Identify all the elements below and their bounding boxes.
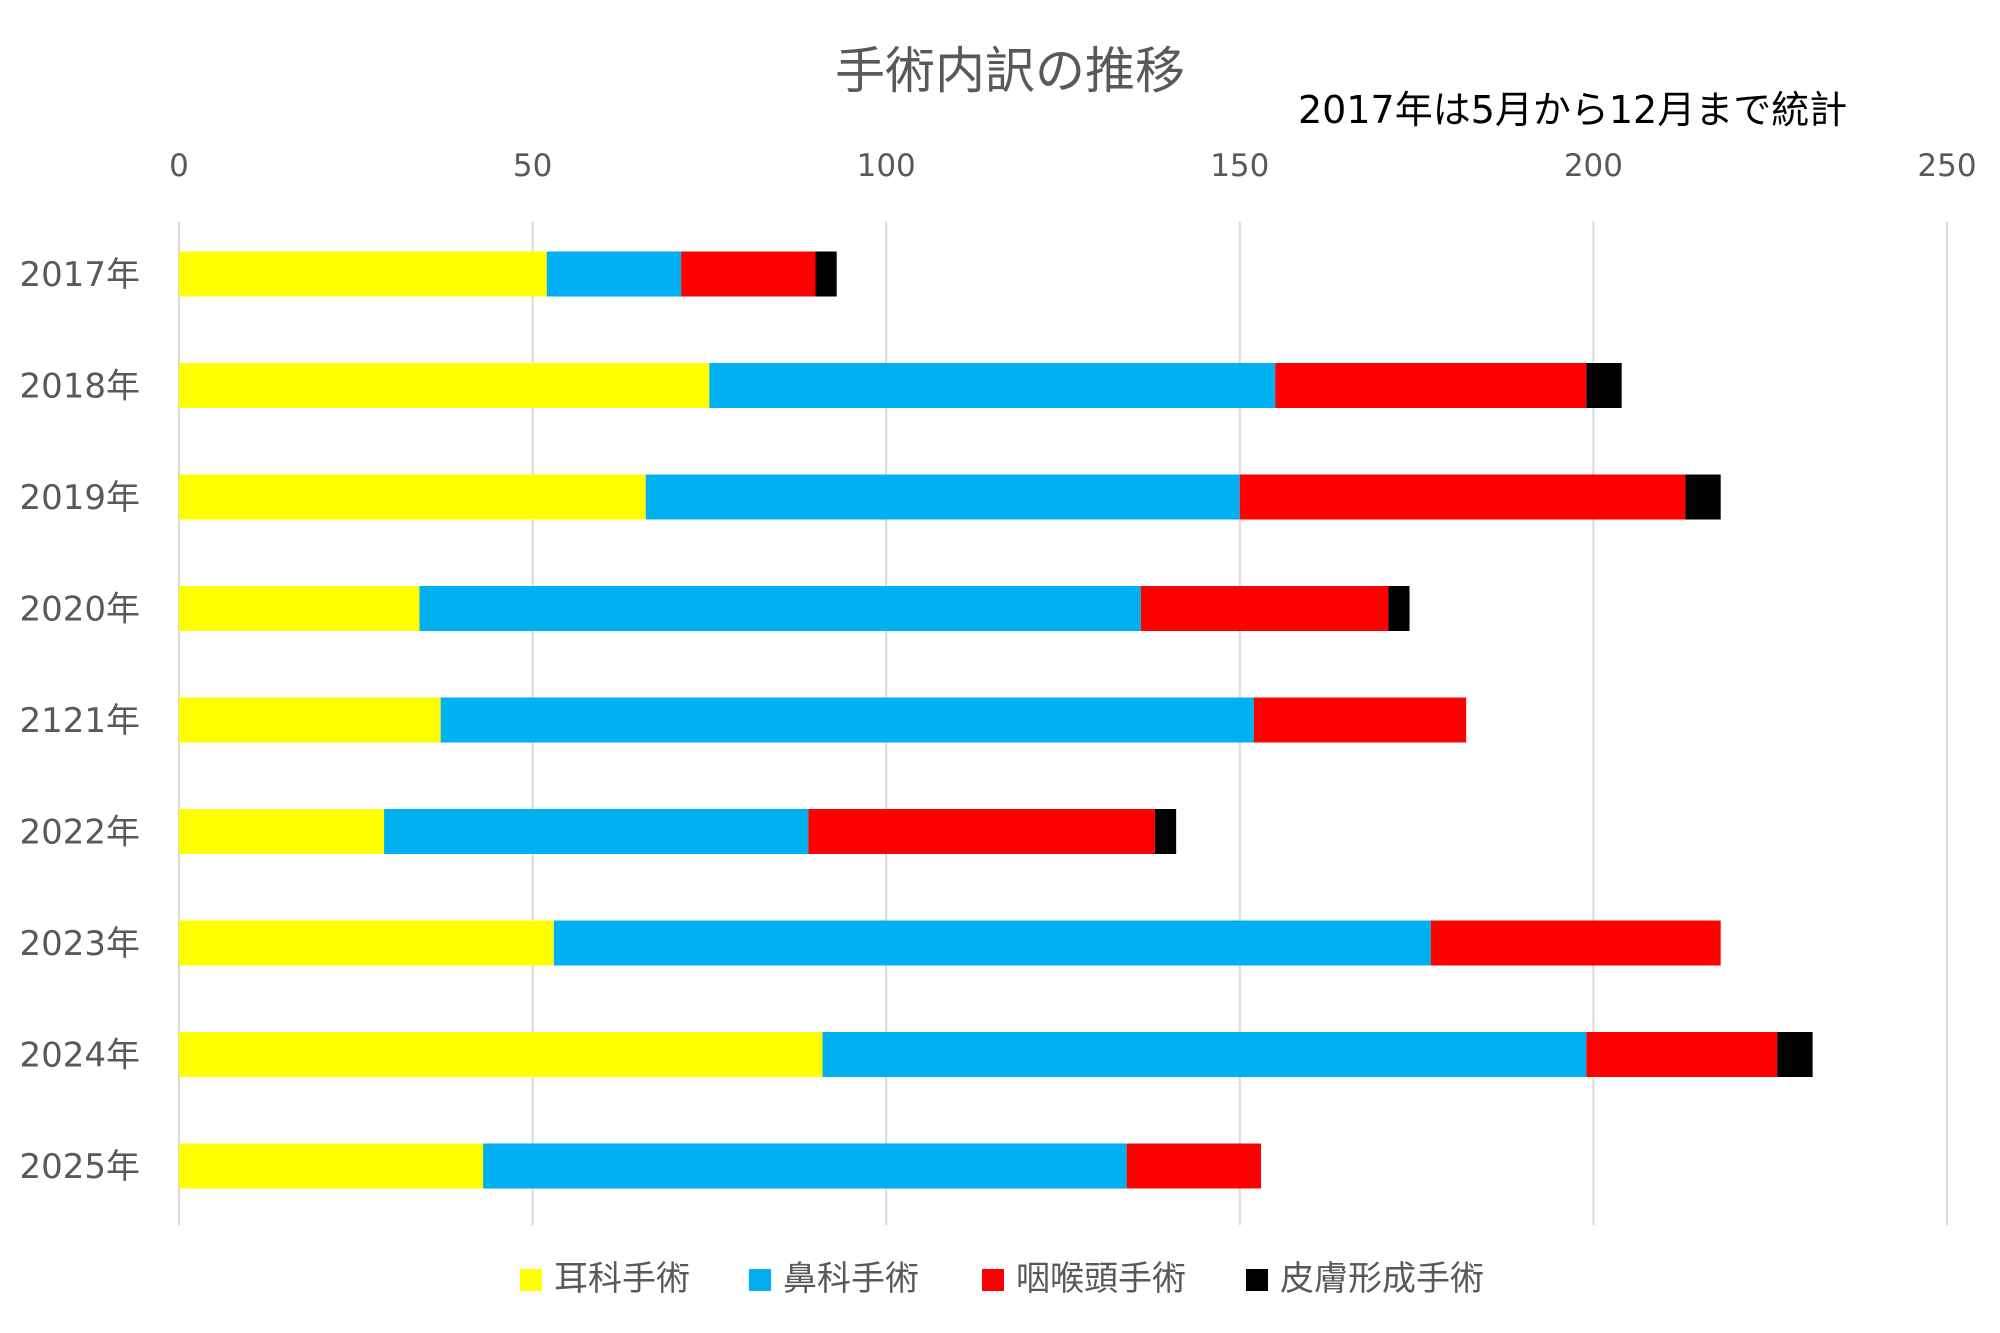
y-tick-label: 2022年 xyxy=(19,813,140,853)
y-tick-label: 2019年 xyxy=(19,478,140,518)
bar-segment-2 xyxy=(822,1032,1587,1077)
legend-label: 咽喉頭手術 xyxy=(1016,1259,1186,1299)
bar-segment-4 xyxy=(1685,474,1721,520)
x-tick-label: 0 xyxy=(169,148,189,184)
bar-segment-2 xyxy=(483,1143,1127,1189)
y-tick-label: 2020年 xyxy=(19,590,140,630)
chart-annotation: 2017年は5月から12月まで統計 xyxy=(1298,88,1847,132)
bar-segment-1 xyxy=(179,920,554,966)
bar-segment-3 xyxy=(1253,697,1467,743)
legend: 耳科手術 鼻科手術 咽喉頭手術 皮膚形成手術 xyxy=(520,1259,1484,1299)
x-axis-ticks: 0 50 100 150 200 250 xyxy=(169,148,1976,184)
bar-segment-1 xyxy=(179,251,547,297)
bar-segment-3 xyxy=(1140,586,1389,631)
y-tick-label: 2018年 xyxy=(19,367,140,407)
x-tick-label: 50 xyxy=(513,148,552,184)
y-tick-label: 2121年 xyxy=(19,701,140,741)
y-tick-label: 2024年 xyxy=(19,1036,140,1076)
legend-swatch xyxy=(520,1269,542,1291)
bar-segment-4 xyxy=(1388,586,1410,631)
legend-label: 耳科手術 xyxy=(554,1259,690,1299)
bar-segment-2 xyxy=(384,809,809,854)
bars xyxy=(179,251,1813,1189)
y-tick-label: 2017年 xyxy=(19,255,140,295)
bar-segment-4 xyxy=(815,251,837,297)
legend-label: 皮膚形成手術 xyxy=(1280,1259,1484,1299)
bar-segment-1 xyxy=(179,586,420,631)
legend-swatch xyxy=(749,1269,771,1291)
bar-segment-1 xyxy=(179,697,441,743)
bar-segment-1 xyxy=(179,474,646,520)
bar-segment-3 xyxy=(1430,920,1721,966)
y-tick-label: 2025年 xyxy=(19,1147,140,1187)
legend-swatch xyxy=(1246,1269,1268,1291)
bar-segment-4 xyxy=(1586,363,1622,408)
bar-segment-2 xyxy=(546,251,682,297)
legend-swatch xyxy=(982,1269,1004,1291)
bar-segment-3 xyxy=(808,809,1155,854)
bar-segment-3 xyxy=(1126,1143,1262,1189)
chart-title: 手術内訳の推移 xyxy=(835,42,1185,100)
x-tick-label: 250 xyxy=(1917,148,1976,184)
bar-segment-2 xyxy=(440,697,1254,743)
bar-segment-1 xyxy=(179,1032,823,1077)
bar-segment-2 xyxy=(419,586,1141,631)
bar-segment-3 xyxy=(1586,1032,1778,1077)
legend-label: 鼻科手術 xyxy=(783,1259,919,1299)
bar-segment-1 xyxy=(179,809,385,854)
x-tick-label: 100 xyxy=(857,148,916,184)
y-axis-ticks: 2017年 2018年 2019年 2020年 2121年 2022年 2023年 2024年… xyxy=(19,255,140,1187)
bar-segment-4 xyxy=(1154,809,1177,854)
bar-segment-3 xyxy=(681,251,816,297)
bar-segment-3 xyxy=(1239,474,1686,520)
bar-segment-3 xyxy=(1275,363,1587,408)
bar-segment-2 xyxy=(553,920,1431,966)
bar-segment-1 xyxy=(179,1143,484,1189)
bar-segment-4 xyxy=(1777,1032,1813,1077)
bar-segment-2 xyxy=(645,474,1240,520)
bar-segment-2 xyxy=(709,363,1276,408)
x-tick-label: 200 xyxy=(1564,148,1623,184)
x-tick-label: 150 xyxy=(1210,148,1269,184)
bar-segment-1 xyxy=(179,363,710,408)
y-tick-label: 2023年 xyxy=(19,924,140,964)
